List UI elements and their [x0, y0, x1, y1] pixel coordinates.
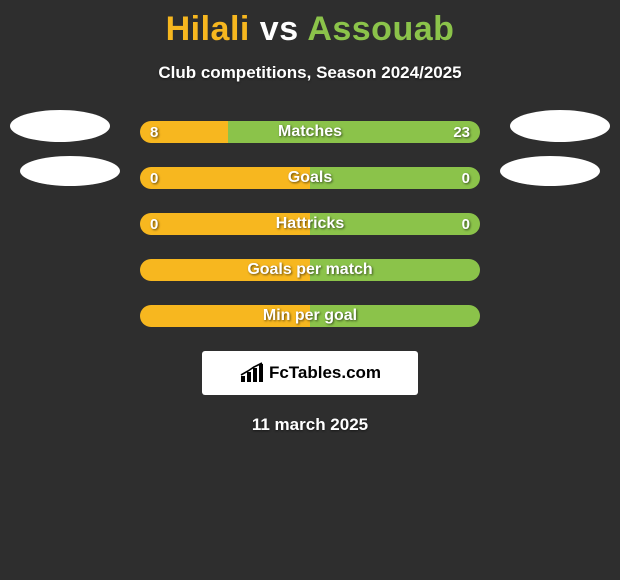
bar-left-fill	[140, 167, 310, 189]
stat-bar: Goals00	[140, 167, 480, 189]
player-avatar	[510, 110, 610, 142]
stats-rows: Matches823 Goals00 Hattricks00 Goals per ma…	[0, 121, 620, 327]
bar-right-fill	[310, 167, 480, 189]
player-avatar	[500, 156, 600, 186]
bar-right-fill	[228, 121, 480, 143]
subtitle: Club competitions, Season 2024/2025	[0, 63, 620, 83]
logo-text: FcTables.com	[269, 363, 381, 383]
stat-bar: Hattricks00	[140, 213, 480, 235]
player2-name: Assouab	[307, 10, 454, 48]
bar-left-fill	[140, 121, 228, 143]
stat-row: Hattricks00	[0, 213, 620, 235]
player1-name: Hilali	[166, 10, 250, 48]
bar-left-fill	[140, 305, 310, 327]
stat-row: Goals00	[0, 167, 620, 189]
stat-bar: Min per goal	[140, 305, 480, 327]
stat-bar: Matches823	[140, 121, 480, 143]
comparison-title: Hilali vs Assouab	[0, 0, 620, 49]
vs-label: vs	[260, 10, 299, 48]
stat-row: Goals per match	[0, 259, 620, 281]
player-avatar	[20, 156, 120, 186]
bars-icon	[239, 362, 265, 384]
bar-left-fill	[140, 259, 310, 281]
date-label: 11 march 2025	[0, 415, 620, 435]
stat-row: Min per goal	[0, 305, 620, 327]
fctables-logo: FcTables.com	[202, 351, 418, 395]
player-avatar	[10, 110, 110, 142]
bar-right-fill	[310, 305, 480, 327]
bar-left-fill	[140, 213, 310, 235]
bar-right-fill	[310, 213, 480, 235]
stat-bar: Goals per match	[140, 259, 480, 281]
stat-row: Matches823	[0, 121, 620, 143]
bar-right-fill	[310, 259, 480, 281]
